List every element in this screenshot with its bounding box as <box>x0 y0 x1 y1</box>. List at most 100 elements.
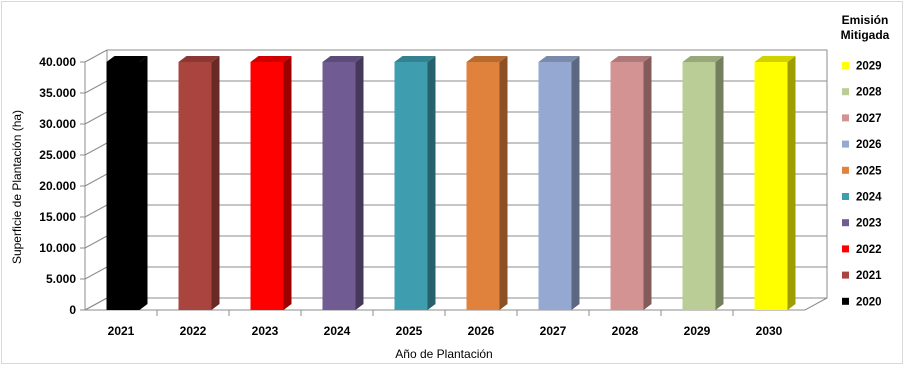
gridline-diagonal <box>84 80 108 94</box>
legend-swatch <box>842 193 849 200</box>
legend-item: 2022 <box>842 244 882 256</box>
legend-swatch <box>842 219 849 227</box>
y-tick-label: 15.000 <box>39 210 76 224</box>
bar <box>322 56 364 310</box>
legend-label: 2025 <box>856 165 882 177</box>
gridline-diagonal <box>84 297 108 311</box>
x-tick-label: 2026 <box>468 324 495 338</box>
y-tick-label: 40.000 <box>39 55 76 69</box>
legend-swatch <box>842 297 849 305</box>
legend-item: 2020 <box>842 296 882 308</box>
bar <box>178 56 220 310</box>
y-tick-label: 35.000 <box>39 86 76 100</box>
bar-front <box>178 62 212 310</box>
bar <box>682 56 724 310</box>
bar <box>538 56 580 310</box>
bar-top <box>322 56 364 62</box>
bar-side <box>499 56 508 310</box>
bar-side <box>571 56 580 310</box>
legend-swatch <box>842 140 849 148</box>
bars <box>106 56 796 310</box>
legend-swatch <box>842 245 849 253</box>
legend-label: 2021 <box>856 270 882 282</box>
bar-side <box>355 56 364 310</box>
bar <box>466 56 508 310</box>
y-tick-label: 5.000 <box>46 272 76 286</box>
gridline-diagonal <box>84 173 108 187</box>
bar-top <box>250 56 292 62</box>
bar-side <box>787 56 796 310</box>
bar-top <box>106 56 148 62</box>
bar-front <box>250 62 284 310</box>
bar-side <box>211 56 220 310</box>
y-tick-label: 20.000 <box>39 179 76 193</box>
bar-front <box>322 62 356 310</box>
bar-top <box>394 56 436 62</box>
bar-side <box>643 56 652 310</box>
legend-swatch <box>842 271 849 279</box>
x-tick-label: 2021 <box>108 324 135 338</box>
x-tick-label: 2027 <box>540 324 567 338</box>
legend-label: 2026 <box>856 139 882 151</box>
bar-side <box>283 56 292 310</box>
bar-front <box>682 62 716 310</box>
x-tick-label: 2030 <box>756 324 783 338</box>
y-tick-labels: 0 5.000 10.000 15.000 20.000 25.000 30.000 35.0… <box>39 55 76 317</box>
bar-top <box>538 56 580 62</box>
bar <box>250 56 292 310</box>
x-tick-label: 2023 <box>252 324 279 338</box>
bar-front <box>538 62 572 310</box>
bar-front <box>466 62 500 310</box>
bar-top <box>610 56 652 62</box>
legend-item: 2026 <box>842 139 882 151</box>
legend-label: 2024 <box>856 192 882 204</box>
bar <box>106 56 148 310</box>
x-tick-label: 2022 <box>180 324 207 338</box>
legend-item: 2021 <box>842 270 882 282</box>
legend-swatch <box>842 62 849 69</box>
x-tick-label: 2029 <box>684 324 711 338</box>
bar-front <box>106 62 140 310</box>
legend-title-line2: Mitigada <box>841 28 890 42</box>
legend-swatch <box>842 166 849 174</box>
x-tick-labels: 2021 2022 2023 2024 2025 2026 2027 2028 2029 2030 <box>108 310 783 338</box>
legend-item: 2028 <box>842 87 882 99</box>
gridline-diagonal <box>84 49 108 63</box>
gridline-diagonal <box>84 111 108 125</box>
y-tick-label: 0 <box>69 303 76 317</box>
legend-item: 2029 <box>842 61 882 73</box>
legend-label: 2022 <box>856 244 882 256</box>
bar-top <box>754 56 796 62</box>
bar <box>754 56 796 310</box>
bar <box>394 56 436 310</box>
x-tick-label: 2024 <box>324 324 351 338</box>
legend-label: 2020 <box>856 296 882 308</box>
bar-front <box>394 62 428 310</box>
y-tick-label: 25.000 <box>39 148 76 162</box>
bar-front <box>754 62 788 310</box>
bar-top <box>682 56 724 62</box>
y-axis-title: Superficie de Plantación (ha) <box>10 110 24 264</box>
legend-label: 2023 <box>856 218 882 230</box>
y-tick-label: 30.000 <box>39 117 76 131</box>
legend-swatch <box>842 114 849 122</box>
legend-item: 2025 <box>842 165 882 177</box>
bar-side <box>427 56 436 310</box>
bar-top <box>178 56 220 62</box>
legend-label: 2028 <box>856 87 882 99</box>
y-tick-label: 10.000 <box>39 241 76 255</box>
legend-item: 2024 <box>842 192 882 204</box>
legend-item: 2027 <box>842 113 882 125</box>
legend-item: 2023 <box>842 218 882 230</box>
gridline-diagonal <box>84 266 108 280</box>
legend-label: 2027 <box>856 113 882 125</box>
bar-side <box>139 56 148 310</box>
x-tick-label: 2025 <box>396 324 423 338</box>
bar <box>610 56 652 310</box>
bar-front <box>610 62 644 310</box>
legend-title-line1: Emisión <box>842 13 889 27</box>
gridline-diagonal <box>84 142 108 156</box>
